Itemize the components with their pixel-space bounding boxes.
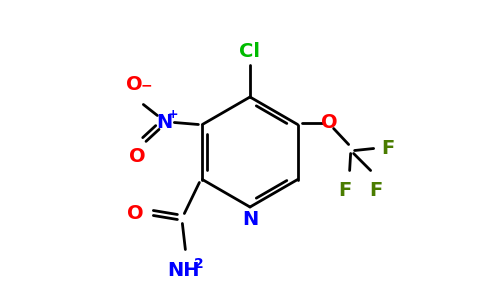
Text: NH: NH [167,262,199,281]
Text: O: O [321,113,338,132]
Text: N: N [242,210,258,229]
Text: F: F [338,181,351,200]
Text: O: O [129,148,146,166]
Text: +: + [168,108,179,121]
Text: N: N [156,113,172,132]
Text: O: O [126,76,143,94]
Text: Cl: Cl [240,42,260,61]
Text: O: O [127,204,143,223]
Text: 2: 2 [194,257,203,272]
Text: F: F [369,181,382,200]
Text: −: − [140,79,152,92]
Text: F: F [381,139,395,158]
